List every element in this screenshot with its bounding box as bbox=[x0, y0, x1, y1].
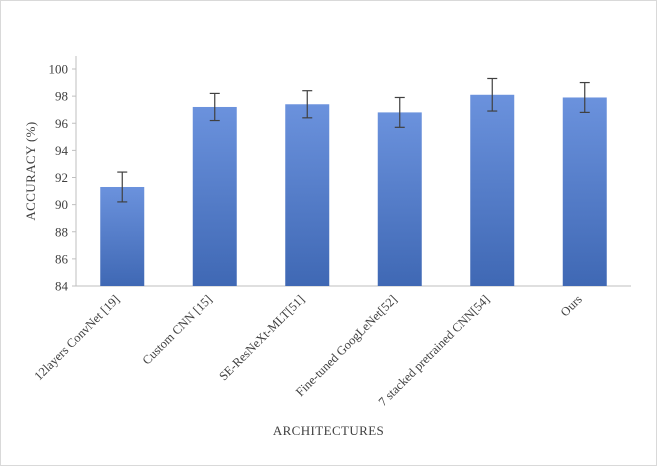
bar bbox=[377, 112, 422, 287]
y-tick-label: 92 bbox=[55, 170, 68, 185]
y-tick-label: 90 bbox=[55, 197, 68, 212]
y-tick-label: 86 bbox=[55, 251, 69, 266]
bar bbox=[285, 104, 330, 286]
bar bbox=[562, 97, 607, 286]
y-tick-label: 98 bbox=[55, 89, 68, 104]
x-category-label: 7 stacked pretrained CNN[54] bbox=[376, 292, 493, 409]
x-category-label: Custom CNN [15] bbox=[140, 292, 215, 367]
y-tick-label: 96 bbox=[55, 116, 69, 131]
y-tick-label: 100 bbox=[49, 62, 69, 77]
bar bbox=[100, 186, 145, 286]
x-axis-title: ARCHITECTURES bbox=[272, 423, 385, 438]
x-category-label: 12layers ConvNet [19] bbox=[31, 292, 122, 383]
y-tick-label: 84 bbox=[55, 279, 69, 294]
y-tick-label: 88 bbox=[55, 224, 68, 239]
bar bbox=[192, 106, 237, 286]
y-axis-title: ACCURACY (%) bbox=[23, 121, 38, 221]
x-category-label: Fine-tuned GoogLeNet[52] bbox=[293, 292, 400, 399]
x-category-label: SE-ResNeXt-MLT[51] bbox=[216, 292, 307, 383]
bar bbox=[470, 94, 515, 286]
y-tick-label: 94 bbox=[55, 143, 69, 158]
x-category-label: Ours bbox=[558, 292, 585, 319]
